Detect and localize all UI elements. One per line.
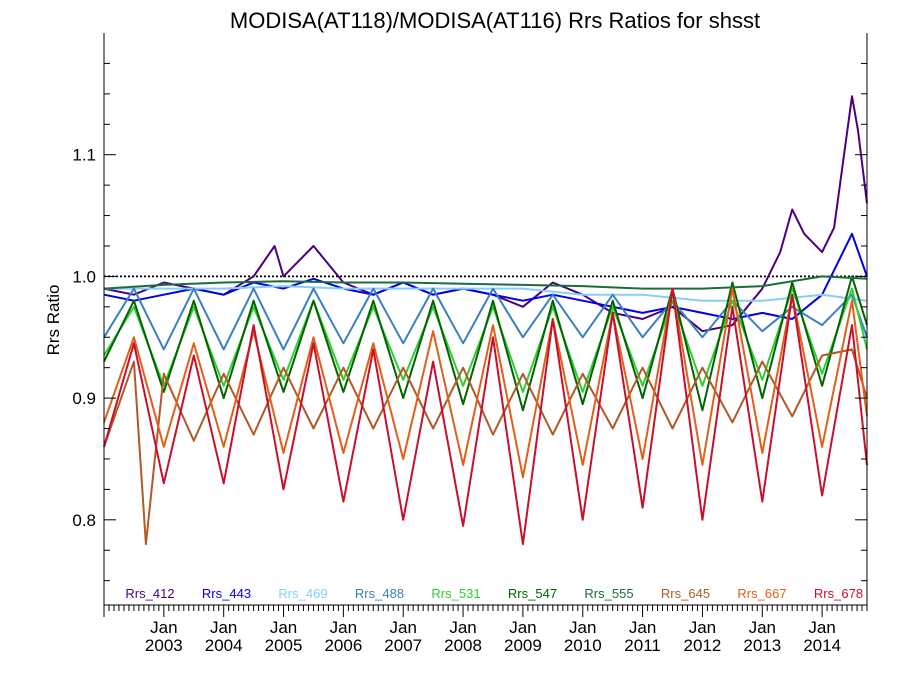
x-tick-label-month: Jan bbox=[509, 618, 536, 637]
series-line-rrs-488 bbox=[103, 287, 868, 351]
chart-title: MODISA(AT118)/MODISA(AT116) Rrs Ratios f… bbox=[230, 8, 760, 33]
y-tick-label: 1.0 bbox=[72, 267, 96, 286]
legend-item-rrs-443: Rrs_443 bbox=[202, 586, 251, 601]
legend-item-rrs-469: Rrs_469 bbox=[278, 586, 327, 601]
x-tick-label-year: 2003 bbox=[145, 636, 183, 655]
x-tick-label-month: Jan bbox=[808, 618, 835, 637]
legend-item-rrs-555: Rrs_555 bbox=[584, 586, 633, 601]
legend-item-rrs-678: Rrs_678 bbox=[814, 586, 863, 601]
series-line-rrs-531 bbox=[103, 287, 868, 393]
x-tick-label-month: Jan bbox=[629, 618, 656, 637]
legend: Rrs_412 Rrs_443 Rrs_469 Rrs_488 Rrs_531 Rrs_5… bbox=[125, 586, 863, 601]
series-line-rrs-678 bbox=[103, 287, 868, 546]
x-tick-label-year: 2013 bbox=[743, 636, 781, 655]
series-group bbox=[103, 95, 868, 546]
x-tick-label-year: 2004 bbox=[205, 636, 243, 655]
x-tick-label-month: Jan bbox=[449, 618, 476, 637]
x-tick-label-month: Jan bbox=[689, 618, 716, 637]
x-tick-label-year: 2010 bbox=[564, 636, 602, 655]
y-tick-label: 0.8 bbox=[72, 511, 96, 530]
legend-item-rrs-667: Rrs_667 bbox=[737, 586, 786, 601]
y-tick-label: 0.9 bbox=[72, 389, 96, 408]
y-tick-label: 1.1 bbox=[72, 146, 96, 165]
x-tick-label-month: Jan bbox=[270, 618, 297, 637]
legend-item-rrs-412: Rrs_412 bbox=[125, 586, 174, 601]
series-line-rrs-555 bbox=[103, 275, 868, 290]
x-tick-label-year: 2007 bbox=[384, 636, 422, 655]
series-line-rrs-667 bbox=[103, 287, 868, 479]
axes-group: 0.80.91.01.1Jan2003Jan2004Jan2005Jan2006… bbox=[72, 33, 868, 655]
x-tick-label-month: Jan bbox=[210, 618, 237, 637]
x-tick-label-year: 2005 bbox=[265, 636, 303, 655]
x-tick-label-month: Jan bbox=[749, 618, 776, 637]
x-tick-label-month: Jan bbox=[150, 618, 177, 637]
y-axis-label: Rrs Ratio bbox=[44, 285, 63, 356]
legend-item-rrs-645: Rrs_645 bbox=[661, 586, 710, 601]
x-tick-label-month: Jan bbox=[390, 618, 417, 637]
legend-item-rrs-531: Rrs_531 bbox=[431, 586, 480, 601]
x-tick-label-year: 2006 bbox=[324, 636, 362, 655]
series-line-rrs-412 bbox=[103, 95, 868, 333]
x-tick-label-year: 2009 bbox=[504, 636, 542, 655]
x-tick-label-year: 2014 bbox=[803, 636, 841, 655]
x-tick-label-year: 2012 bbox=[684, 636, 722, 655]
series-line-rrs-547 bbox=[103, 275, 868, 412]
series-line-rrs-443 bbox=[103, 232, 868, 320]
x-tick-label-month: Jan bbox=[569, 618, 596, 637]
series-line-rrs-645 bbox=[103, 348, 868, 546]
legend-item-rrs-488: Rrs_488 bbox=[355, 586, 404, 601]
x-tick-label-month: Jan bbox=[330, 618, 357, 637]
legend-item-rrs-547: Rrs_547 bbox=[508, 586, 557, 601]
x-tick-label-year: 2008 bbox=[444, 636, 482, 655]
x-tick-label-year: 2011 bbox=[624, 636, 661, 655]
